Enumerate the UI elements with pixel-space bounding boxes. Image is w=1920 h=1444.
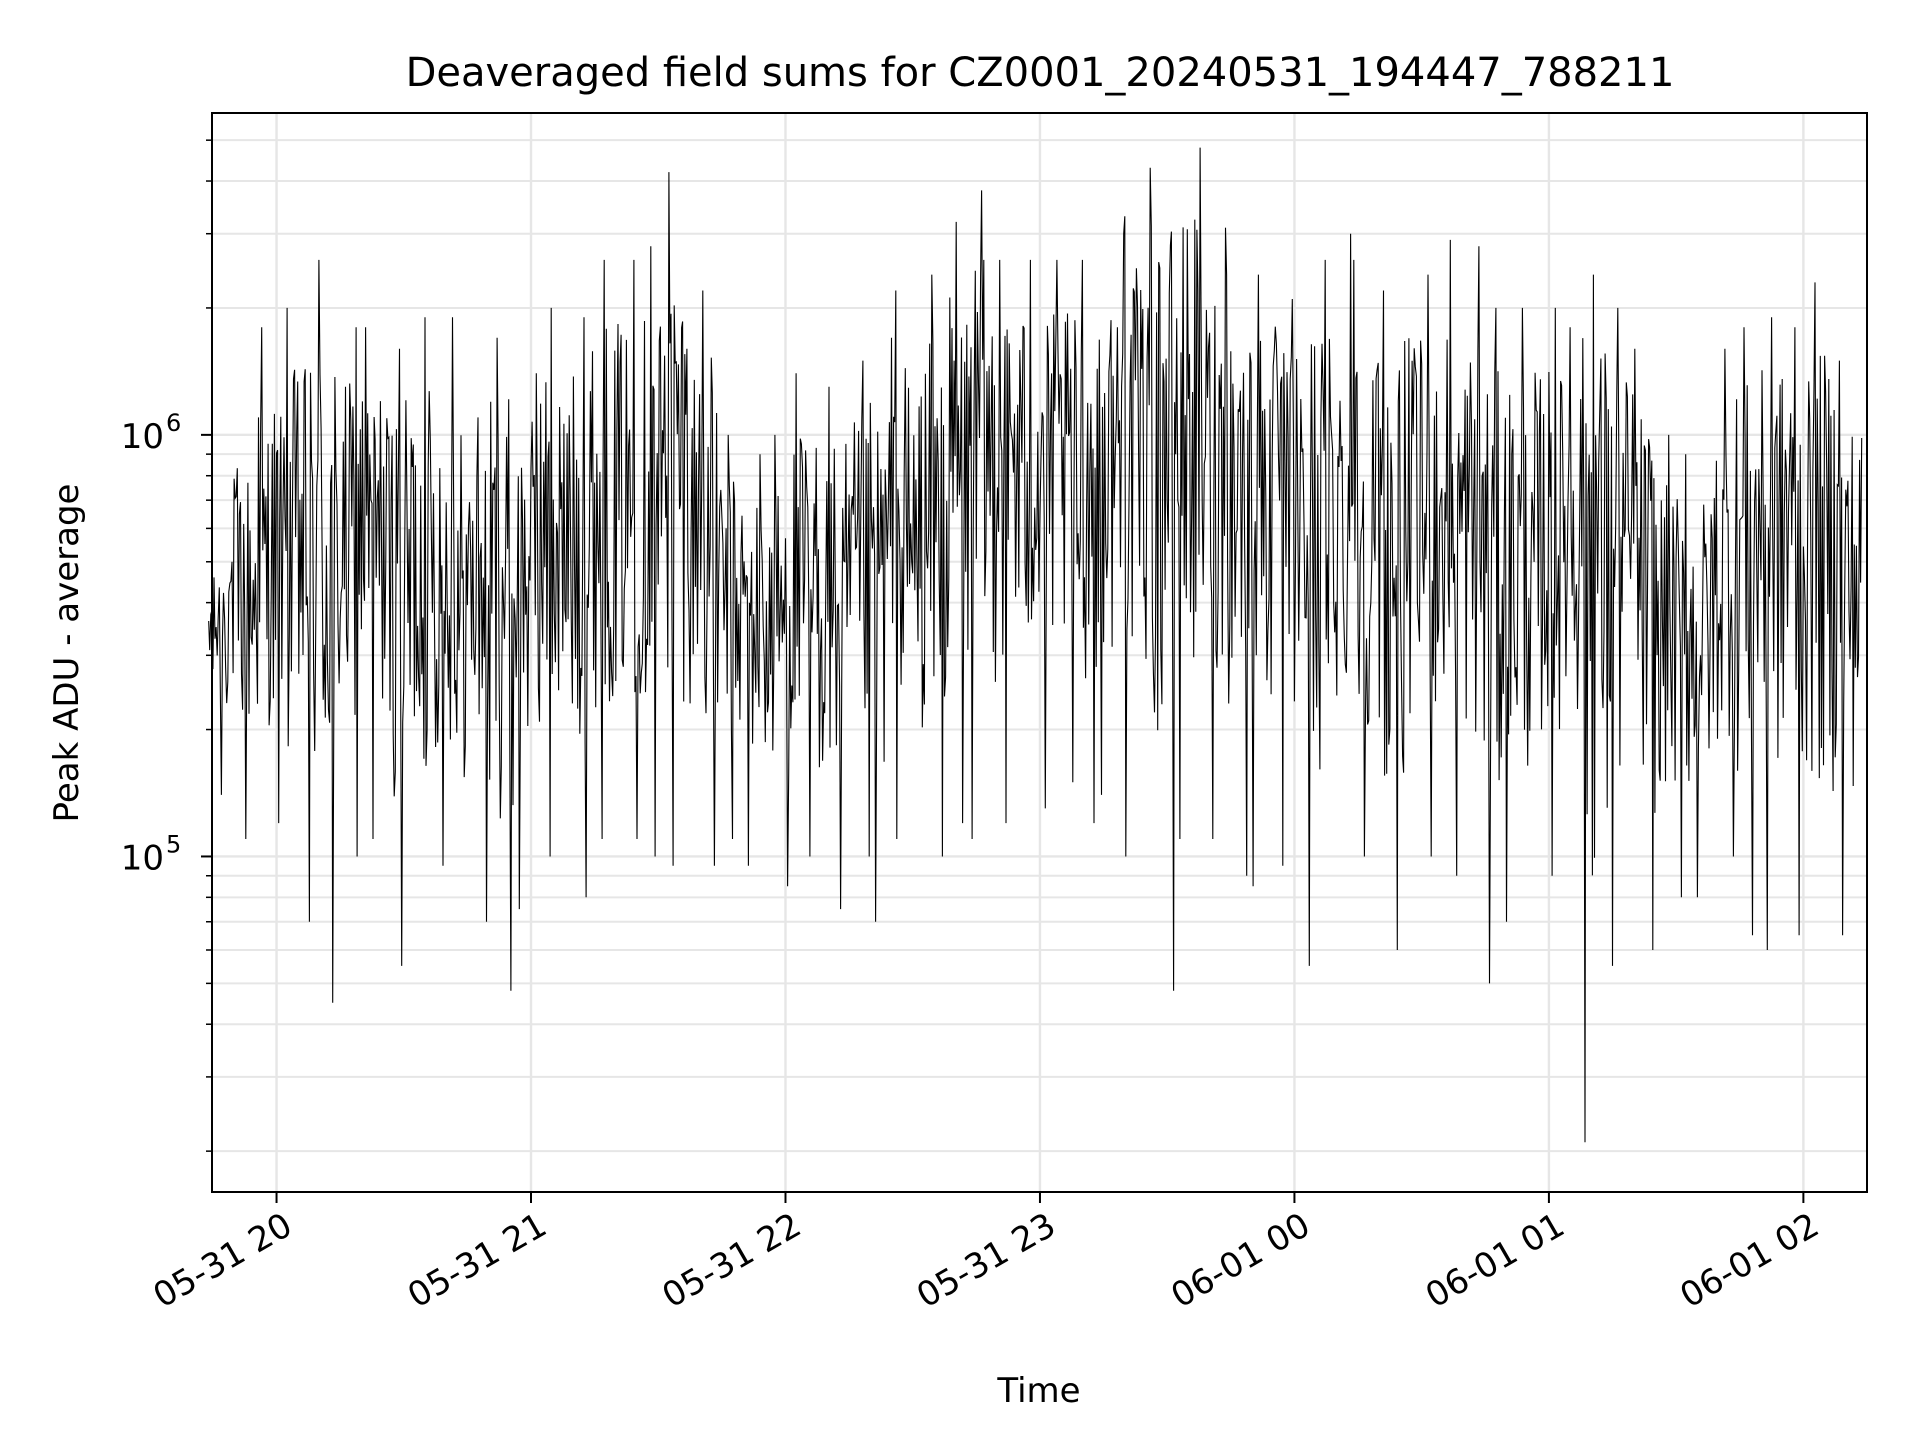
x-axis-label: Time (996, 1371, 1080, 1411)
y-tick-exponent: 6 (166, 409, 181, 437)
y-tick-label: 10 6 (121, 409, 182, 457)
y-tick-base: 10 (121, 417, 164, 457)
y-tick-exponent: 5 (166, 830, 181, 858)
y-tick-base: 10 (121, 838, 164, 878)
series-line-path (208, 147, 1863, 1143)
grid (212, 113, 1867, 1192)
series-line (208, 147, 1863, 1143)
y-axis-label: Peak ADU - average (47, 484, 87, 823)
y-tick-label: 10 5 (121, 830, 182, 878)
chart-title: Deaveraged field sums for CZ0001_2024053… (406, 50, 1675, 96)
